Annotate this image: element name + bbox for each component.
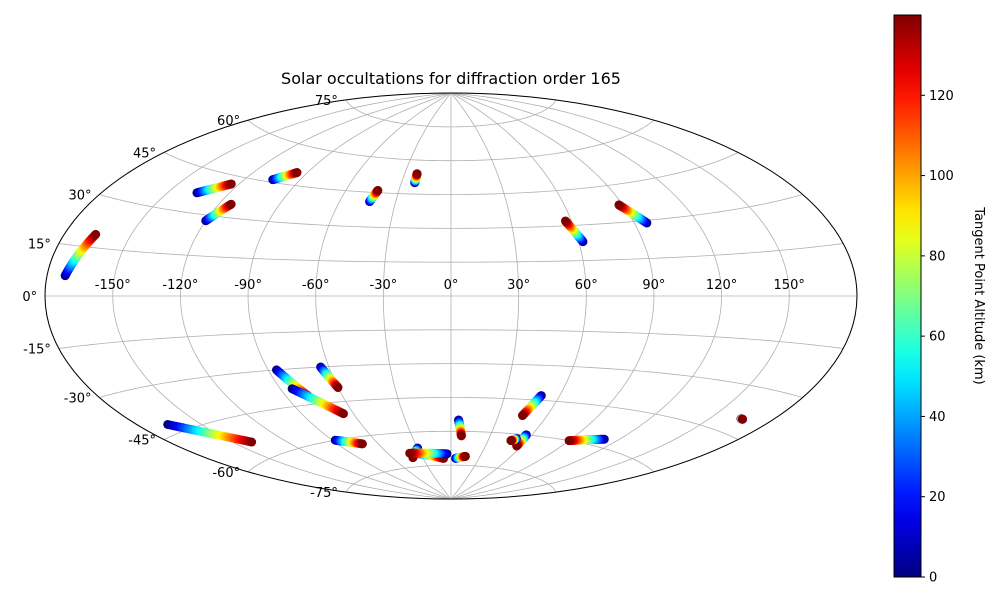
lon-tick-label: -90°	[234, 278, 262, 293]
lat-tick-label: 30°	[68, 189, 91, 204]
lat-tick-label: 45°	[133, 147, 156, 162]
lat-tick-label: -45°	[128, 434, 156, 449]
parallel-line	[247, 119, 655, 162]
parallel-line	[99, 363, 803, 398]
lon-tick-label: 0°	[444, 278, 459, 293]
occultation-track	[560, 216, 588, 247]
occultation-track	[330, 435, 367, 449]
colorbar-label: Tangent Point Altitude (km)	[971, 206, 986, 384]
occultation-track	[564, 434, 609, 446]
track-point	[226, 199, 236, 209]
track-point	[226, 179, 236, 189]
occultation-track	[614, 200, 652, 228]
lon-tick-label: -120°	[162, 278, 198, 293]
lat-tick-label: -15°	[23, 343, 51, 358]
parallel-line	[345, 464, 557, 493]
track-point	[456, 431, 466, 441]
parallel-line	[345, 99, 557, 128]
occultation-track	[410, 169, 422, 188]
lat-tick-label: -75°	[310, 486, 338, 501]
lon-tick-label: 60°	[575, 278, 598, 293]
occultation-tracks	[60, 168, 748, 463]
occultation-track	[268, 168, 302, 185]
map-grid	[44, 92, 858, 500]
lon-tick-label: 150°	[774, 278, 805, 293]
colorbar-tick-label: 120	[929, 89, 954, 104]
track-point	[564, 436, 574, 446]
lat-tick-label: -60°	[212, 466, 240, 481]
longitude-labels: -150° -120° -90° -60° -30° 0° 30° 60° 90° 120° 150…	[95, 278, 805, 293]
occultation-track	[316, 362, 343, 393]
latitude-labels: -75° -60° -45° -30° -15° 0° 15° 30° 45° 60° 75°	[22, 94, 338, 501]
lat-tick-label: 75°	[315, 94, 338, 109]
colorbar-tick-label: 40	[929, 410, 946, 425]
occultation-track	[365, 185, 383, 207]
colorbar-tick-label: 0	[929, 571, 937, 586]
occultation-track	[736, 414, 748, 424]
occultation-track	[405, 448, 452, 459]
track-point	[738, 414, 748, 424]
track-point	[412, 169, 422, 179]
parallel-line	[58, 329, 844, 349]
track-point	[333, 383, 343, 393]
track-point	[373, 185, 383, 195]
track-point	[91, 229, 101, 239]
lon-tick-label: -30°	[370, 278, 398, 293]
occultation-track	[201, 199, 236, 226]
parallel-line	[163, 152, 739, 195]
lon-tick-label: -60°	[302, 278, 330, 293]
occultation-track	[512, 430, 531, 451]
colorbar-gradient	[893, 14, 922, 578]
lat-tick-label: 60°	[217, 114, 240, 129]
colorbar-tick-label: 80	[929, 249, 946, 264]
occultation-track	[454, 415, 466, 441]
occultation-track	[192, 179, 236, 198]
track-point	[460, 451, 470, 461]
track-point	[247, 437, 257, 447]
lon-tick-label: 90°	[642, 278, 665, 293]
map-boundary	[44, 92, 858, 500]
lon-tick-label: 30°	[507, 278, 530, 293]
track-point	[614, 200, 624, 210]
occultation-track	[451, 451, 470, 463]
parallel-line	[163, 397, 739, 440]
lat-tick-label: 15°	[28, 238, 51, 253]
track-point	[292, 168, 302, 178]
colorbar-tick-label: 20	[929, 490, 946, 505]
lat-tick-label: -30°	[64, 392, 92, 407]
lon-tick-label: -150°	[95, 278, 131, 293]
parallel-line	[247, 430, 655, 473]
track-point	[338, 409, 348, 419]
track-point	[405, 448, 415, 458]
colorbar-tick-label: 100	[929, 169, 954, 184]
occultation-track	[506, 434, 521, 446]
chart-title: Solar occultations for diffraction order…	[281, 69, 621, 88]
track-point	[560, 216, 570, 226]
parallel-line	[58, 243, 844, 263]
occultation-track	[287, 384, 348, 419]
colorbar-tick-label: 60	[929, 330, 946, 345]
occultation-track	[517, 391, 546, 421]
lon-tick-label: 120°	[706, 278, 737, 293]
lat-tick-label: 0°	[22, 290, 37, 305]
occultation-track	[60, 229, 101, 281]
track-point	[517, 411, 527, 421]
track-point	[357, 439, 367, 449]
track-point	[506, 436, 516, 446]
occultation-track	[163, 419, 257, 447]
colorbar: 0 20 40 60 80 100 120 Tangent Point Altitude (k…	[893, 14, 986, 586]
